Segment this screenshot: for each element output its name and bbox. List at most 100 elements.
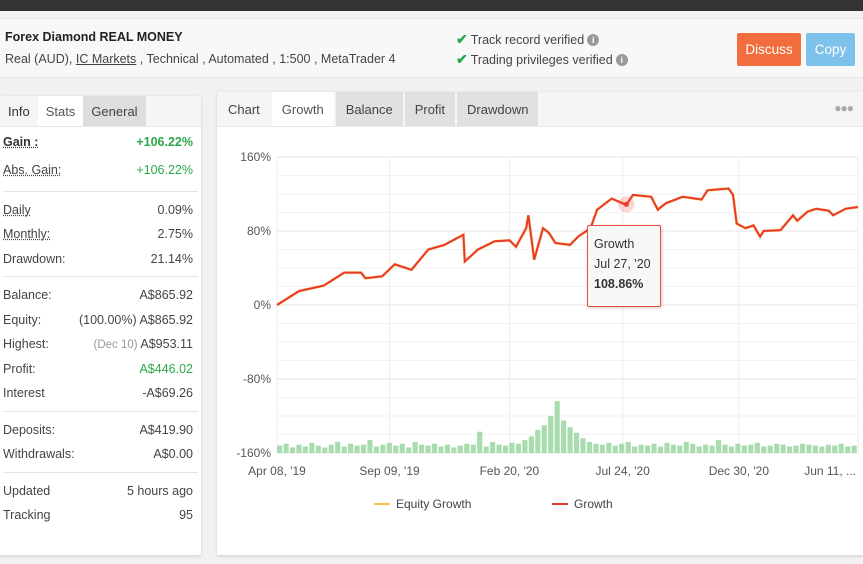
volume-bar xyxy=(393,445,399,453)
volume-bar xyxy=(657,446,664,453)
divider xyxy=(3,190,198,192)
volume-bar xyxy=(696,446,702,453)
divider xyxy=(3,471,198,473)
info-icon[interactable]: i xyxy=(615,53,628,66)
volume-bar xyxy=(593,443,599,453)
daily-label[interactable]: Daily xyxy=(3,202,31,217)
tracking-label: Tracking xyxy=(3,508,51,523)
volume-bar xyxy=(548,416,554,453)
left-tabs: Info Stats General xyxy=(0,96,201,127)
y-tick-label: 0% xyxy=(254,298,272,312)
growth-line-icon xyxy=(552,503,568,505)
legend-label: Growth xyxy=(574,497,613,511)
equity-line-icon xyxy=(374,503,390,505)
volume-bar xyxy=(580,438,586,453)
volume-bar xyxy=(412,441,418,453)
volume-bar xyxy=(625,441,631,453)
tab-balance[interactable]: Balance xyxy=(335,92,403,126)
volume-bar xyxy=(767,445,773,453)
volume-bar xyxy=(664,442,670,453)
volume-bar xyxy=(677,445,683,453)
tab-general[interactable]: General xyxy=(83,96,146,126)
volume-bar xyxy=(522,440,528,453)
stat-interest: Interest -A$69.26 xyxy=(0,381,201,406)
volume-bar xyxy=(735,443,741,453)
volume-bar xyxy=(709,445,715,453)
volume-bar xyxy=(367,440,373,453)
discuss-button[interactable]: Discuss xyxy=(737,33,801,66)
x-tick-label: Jul 24, '20 xyxy=(596,464,651,478)
volume-bar xyxy=(741,445,747,453)
check-icon: ✔ xyxy=(456,51,468,67)
stat-monthly: Monthly: 2.75% xyxy=(0,222,201,247)
chart-panel: Chart Growth Balance Profit Drawdown ●●●… xyxy=(217,92,863,555)
volume-bar xyxy=(703,444,709,453)
tab-chart[interactable]: Chart xyxy=(228,102,260,117)
growth-line xyxy=(276,187,859,306)
volume-bar xyxy=(728,446,735,453)
volume-bar xyxy=(806,444,812,453)
tooltip-series: Growth xyxy=(594,237,635,251)
system-header: Forex Diamond REAL MONEY Real (AUD), IC … xyxy=(0,18,863,78)
tab-stats[interactable]: Stats xyxy=(37,96,84,126)
volume-bar xyxy=(386,442,392,453)
legend-growth[interactable]: Growth xyxy=(552,497,613,511)
y-tick-label: -160% xyxy=(236,446,271,460)
volume-bar xyxy=(496,444,502,453)
x-tick-label: Jun 11, ... xyxy=(804,464,856,478)
tab-drawdown[interactable]: Drawdown xyxy=(457,92,539,126)
trading-privileges-verified: ✔ Trading privileges verified i xyxy=(456,51,628,68)
growth-chart[interactable]: Apr 08, '19 Sep 09, '19 Feb 20, '20 Jul 24,… xyxy=(217,92,863,555)
volume-bar xyxy=(541,425,547,453)
more-options-icon[interactable]: ●●● xyxy=(834,101,854,115)
broker-link[interactable]: IC Markets xyxy=(75,52,137,66)
volume-bar xyxy=(399,443,405,453)
legend-equity-growth[interactable]: Equity Growth xyxy=(374,497,471,511)
volume-bar xyxy=(683,441,689,453)
verification-label: Track record verified xyxy=(470,32,585,47)
drawdown-label: Drawdown: xyxy=(3,251,66,266)
gain-value: +106.22% xyxy=(136,135,193,150)
monthly-value: 2.75% xyxy=(157,227,193,242)
deposits-label: Deposits: xyxy=(3,422,56,437)
gain-label[interactable]: Gain : xyxy=(3,135,39,150)
x-tick-label: Sep 09, '19 xyxy=(359,464,420,478)
equity-label: Equity: xyxy=(3,312,42,327)
volume-bar xyxy=(341,446,347,453)
volume-bar xyxy=(335,441,341,453)
volume-bar xyxy=(470,444,476,453)
info-icon[interactable]: i xyxy=(587,33,600,46)
hover-point xyxy=(623,201,629,207)
tab-profit[interactable]: Profit xyxy=(404,92,456,126)
tab-info[interactable]: Info xyxy=(8,104,30,119)
volume-bar xyxy=(535,429,541,453)
volume-bar xyxy=(715,440,722,453)
volume-bar xyxy=(851,445,857,453)
divider xyxy=(3,410,198,412)
volume-bar xyxy=(373,446,379,453)
equity-note: (100.00%) xyxy=(78,312,137,327)
volume-bar xyxy=(283,443,289,453)
volume-bar xyxy=(490,441,496,453)
volume-bar xyxy=(509,442,515,453)
volume-bar xyxy=(457,445,463,453)
volume-bar xyxy=(845,446,851,453)
system-details: , Technical , Automated , 1:500 , MetaTr… xyxy=(139,52,396,66)
volume-bar xyxy=(296,444,302,453)
monthly-label[interactable]: Monthly: xyxy=(3,227,51,242)
volume-bar xyxy=(638,444,644,453)
track-record-verified: ✔ Track record verified i xyxy=(456,31,600,48)
y-tick-label: 160% xyxy=(240,150,271,164)
equity-value: A$865.92 xyxy=(139,312,193,327)
abs-gain-label[interactable]: Abs. Gain: xyxy=(3,163,62,177)
y-tick-label: -80% xyxy=(243,372,271,386)
volume-bar xyxy=(819,446,825,453)
volume-bar xyxy=(748,444,754,453)
copy-button[interactable]: Copy xyxy=(806,33,855,66)
tab-growth[interactable]: Growth xyxy=(271,92,334,126)
highest-label: Highest: xyxy=(3,337,49,352)
volume-bar xyxy=(451,447,457,453)
volume-bar xyxy=(832,445,838,453)
volume-bar xyxy=(632,446,638,453)
highest-note: (Dec 10) xyxy=(93,339,138,352)
